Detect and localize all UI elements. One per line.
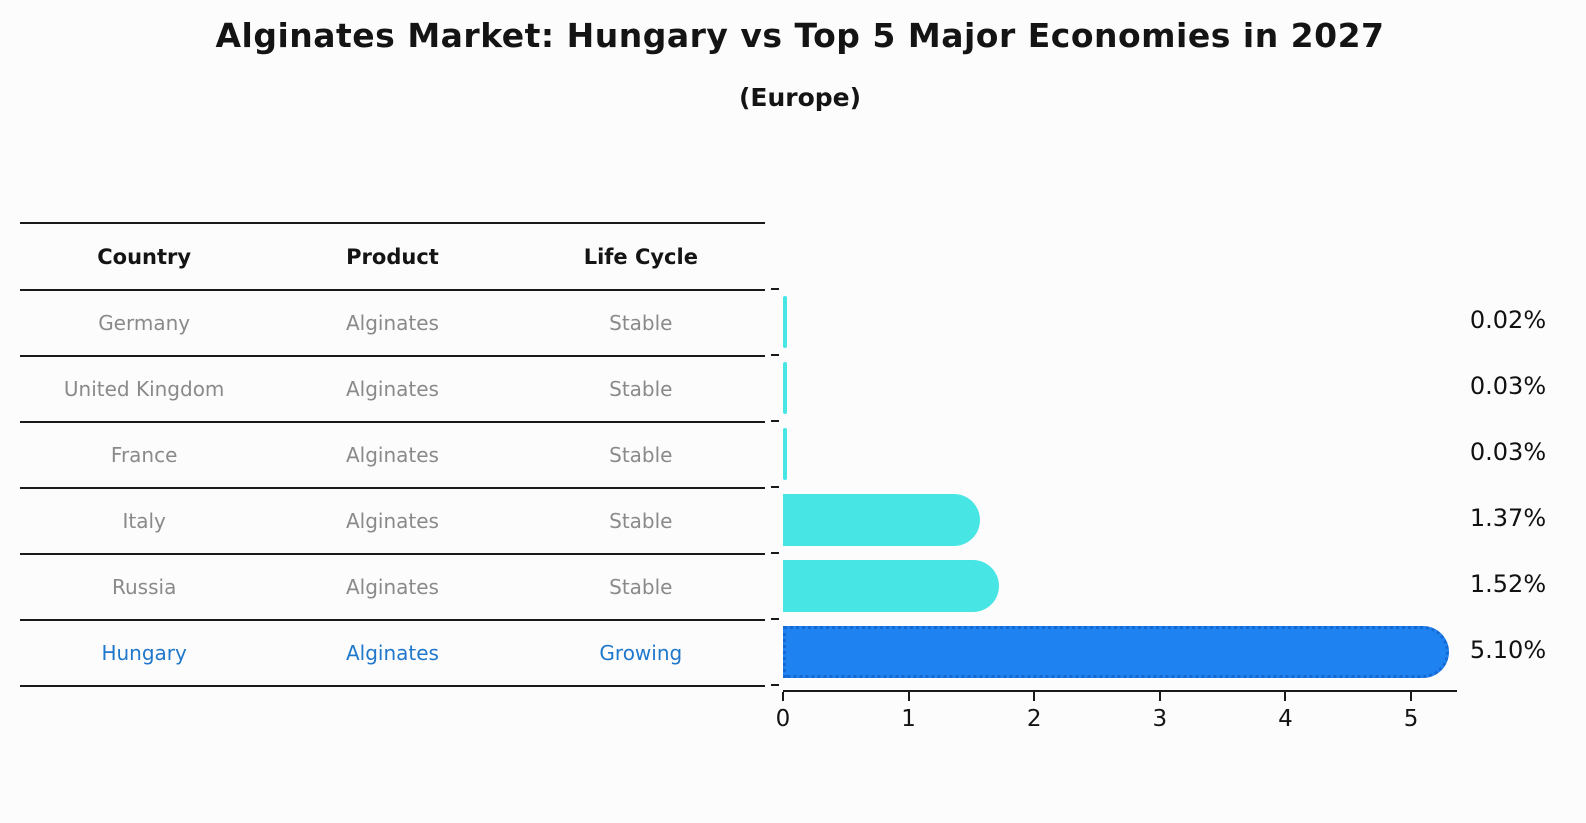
bar-united-kingdom: [783, 362, 787, 414]
cell-product: Alginates: [345, 443, 439, 467]
bar-hungary: [783, 626, 1449, 678]
table-body: Germany Alginates Stable United Kingdom Algi…: [20, 291, 765, 687]
bar-value-label: 0.03%: [1469, 438, 1547, 466]
x-axis-tick-label: 3: [1152, 706, 1168, 732]
x-axis-tick: [1410, 692, 1413, 701]
x-axis-tick: [1033, 692, 1036, 701]
cell-country: United Kingdom: [63, 377, 225, 401]
cell-product: Alginates: [345, 377, 439, 401]
bar-value-label: 0.02%: [1469, 306, 1547, 334]
y-axis-tick: [771, 618, 779, 620]
x-axis-tick-label: 2: [1026, 706, 1042, 732]
column-header-product: Product: [346, 244, 439, 269]
x-axis-tick: [1158, 692, 1161, 701]
table-row-italy: Italy Alginates Stable: [20, 489, 765, 555]
bar-germany: [783, 296, 787, 348]
bar-value-label: 1.52%: [1469, 570, 1547, 598]
table-row-germany: Germany Alginates Stable: [20, 291, 765, 357]
cell-life-cycle: Stable: [609, 575, 673, 599]
bar-value-label: 1.37%: [1469, 504, 1547, 532]
x-axis-tick-label: 4: [1278, 706, 1293, 732]
cell-product: Alginates: [345, 509, 439, 533]
x-axis-tick: [907, 692, 910, 701]
table-row-russia: Russia Alginates Stable: [20, 555, 765, 621]
cell-country: Hungary: [101, 641, 187, 665]
cell-country: France: [110, 443, 178, 467]
x-axis-tick-label: 1: [901, 706, 916, 732]
bar-value-label: 0.03%: [1469, 372, 1547, 400]
x-axis-line: [783, 690, 1457, 692]
x-axis-tick-label: 0: [775, 706, 791, 732]
table-header-row: Country Product Life Cycle: [20, 224, 765, 291]
cell-product: Alginates: [345, 641, 439, 665]
cell-product: Alginates: [345, 575, 439, 599]
bar-france: [783, 428, 787, 480]
bar-value-label: 5.10%: [1469, 636, 1547, 664]
cell-life-cycle: Stable: [609, 509, 673, 533]
bar-russia: [783, 560, 999, 612]
country-table: Country Product Life Cycle Germany Algina…: [20, 222, 765, 687]
y-axis-tick: [771, 552, 779, 554]
cell-life-cycle: Growing: [599, 641, 683, 665]
cell-product: Alginates: [345, 311, 439, 335]
column-header-life-cycle: Life Cycle: [583, 244, 698, 269]
cell-country: Russia: [112, 575, 177, 599]
y-axis-tick: [771, 354, 779, 356]
bar-italy: [783, 494, 981, 546]
x-axis-tick: [1284, 692, 1287, 701]
column-header-country: Country: [97, 244, 192, 269]
cell-life-cycle: Stable: [609, 377, 673, 401]
chart-title: Alginates Market: Hungary vs Top 5 Major…: [215, 16, 1385, 55]
cell-country: Italy: [122, 509, 166, 533]
y-axis-tick: [771, 684, 779, 686]
x-axis-tick-label: 5: [1403, 706, 1419, 732]
x-axis-tick: [782, 692, 784, 701]
cell-life-cycle: Stable: [609, 311, 673, 335]
y-axis-tick: [771, 288, 779, 290]
cell-country: Germany: [98, 311, 191, 335]
cell-life-cycle: Stable: [609, 443, 673, 467]
table-row-united-kingdom: United Kingdom Alginates Stable: [20, 357, 765, 423]
table-row-france: France Alginates Stable: [20, 423, 765, 489]
y-axis-tick: [771, 486, 779, 488]
chart-subtitle: (Europe): [738, 83, 862, 112]
y-axis-tick: [771, 420, 779, 422]
table-row-hungary: Hungary Alginates Growing: [20, 621, 765, 687]
